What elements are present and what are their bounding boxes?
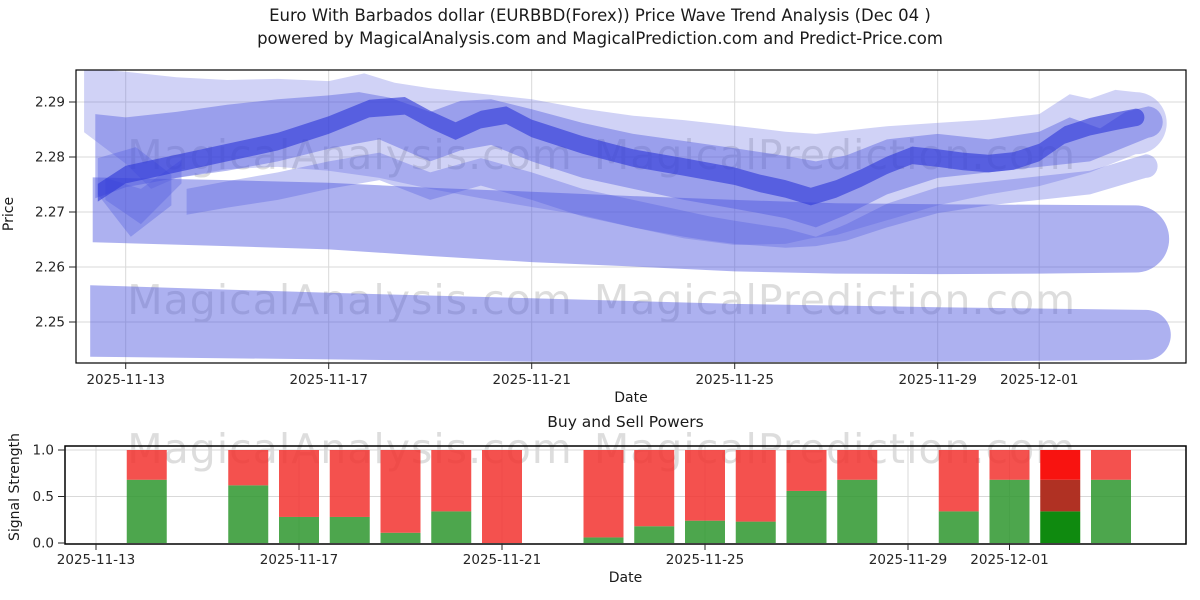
signal-bars: [126, 450, 1131, 543]
sell-power-bar: [634, 450, 675, 527]
sell-power-bar: [228, 450, 269, 486]
price-wave-bands: [84, 70, 1171, 363]
price-x-axis-label: Date: [614, 390, 648, 406]
signal-x-tick-label: 2025-11-17: [260, 552, 338, 568]
sell-power-bar: [380, 450, 421, 533]
highlight-segment: [1040, 479, 1081, 512]
price-band-mid-band: [92, 177, 1170, 275]
watermark-prediction-row2: MagicalPrediction.com: [593, 276, 1077, 324]
buy-power-bar: [279, 516, 319, 543]
signal-y-tick-label: 0.5: [33, 489, 54, 505]
price-x-tick-label: 2025-11-29: [898, 372, 976, 388]
buy-power-bar: [837, 479, 878, 543]
sell-power-bar: [786, 450, 827, 491]
signal-bar-2025-11-17: [279, 450, 319, 543]
signal-ticks: [58, 449, 1010, 550]
signal-x-tick-label: 2025-11-25: [666, 552, 744, 568]
buy-power-bar: [735, 521, 776, 543]
price-band-core-band: [97, 97, 1145, 206]
price-x-tick-label: 2025-11-13: [86, 372, 164, 388]
signal-bar-2025-11-21: [482, 450, 522, 543]
signal-bar-2025-11-20: [431, 450, 472, 543]
signal-bar-2025-11-26: [735, 450, 776, 543]
buy-power-bar: [126, 479, 167, 543]
signal-x-tick-label: 2025-11-21: [463, 552, 541, 568]
price-y-tick-label: 2.27: [35, 205, 65, 221]
signal-bar-2025-11-16: [228, 450, 269, 543]
price-x-tick-label: 2025-11-17: [289, 372, 367, 388]
buy-power-bar: [228, 485, 269, 543]
sell-power-bar: [482, 450, 522, 543]
buy-power-bar: [786, 490, 827, 543]
signal-bar-2025-11-27: [786, 450, 827, 543]
sell-power-bar: [279, 450, 319, 517]
signal-plot-border: [64, 445, 1187, 545]
sell-power-bar: [126, 450, 167, 480]
price-y-tick-label: 2.26: [35, 260, 65, 276]
price-x-tick-label: 2025-11-21: [492, 372, 570, 388]
signal-bar-2025-11-30: [938, 450, 979, 543]
signal-x-axis-label: Date: [608, 570, 643, 586]
signal-x-tick-label: 2025-11-13: [57, 552, 135, 568]
price-x-tick-label: 2025-12-01: [1000, 372, 1078, 388]
highlight-segment: [1040, 511, 1081, 543]
price-x-tick-label: 2025-11-25: [695, 372, 773, 388]
buy-power-bar: [685, 520, 725, 543]
price-y-axis-label: Price: [1, 196, 17, 232]
buy-power-bar: [1091, 479, 1131, 543]
highlight-segment: [1040, 450, 1081, 480]
signal-y-tick-label: 0.0: [33, 536, 54, 552]
sell-power-bar: [431, 450, 472, 512]
price-band-lower-band: [90, 285, 1171, 363]
signal-bar-2025-11-23: [583, 450, 624, 543]
signal-x-tick-label: 2025-12-01: [970, 552, 1048, 568]
sell-power-bar: [1091, 450, 1131, 480]
price-band-inner-band-low: [186, 152, 1158, 248]
sell-power-bar: [837, 450, 878, 480]
signal-bar-2025-11-14: [126, 450, 167, 543]
price-y-tick-label: 2.29: [35, 95, 65, 111]
buy-power-bar: [938, 511, 979, 543]
buy-power-bar: [989, 479, 1030, 543]
buy-power-bar: [583, 537, 624, 543]
signal-bar-2025-12-03: [1091, 450, 1131, 543]
signal-bar-2025-11-28: [837, 450, 878, 543]
price-y-tick-label: 2.28: [35, 150, 65, 166]
buy-power-bar: [380, 532, 421, 543]
chart-title-line1: Euro With Barbados dollar (EURBBD(Forex)…: [269, 6, 931, 25]
buy-power-bar: [329, 516, 370, 543]
signal-chart-title: Buy and Sell Powers: [547, 413, 704, 431]
signal-bar-2025-11-24: [634, 450, 675, 543]
buy-power-bar: [634, 526, 675, 543]
sell-power-bar: [685, 450, 725, 521]
signal-y-axis-label: Signal Strength: [7, 432, 23, 541]
buy-power-bar: [431, 511, 472, 543]
sell-power-bar: [735, 450, 776, 522]
signal-bar-2025-12-01: [989, 450, 1030, 543]
signal-tick-labels: 0.0 0.5 1.0 2025-11-13 2025-11-17 2025-11-21 2…: [33, 443, 1049, 569]
chart-title-line2: powered by MagicalAnalysis.com and Magic…: [257, 29, 943, 48]
sell-power-bar: [989, 450, 1030, 480]
sell-power-bar: [938, 450, 979, 512]
price-plot-border: [75, 69, 1187, 364]
price-band-left-wisp-2: [105, 159, 182, 225]
sell-power-bar: [583, 450, 624, 538]
signal-y-tick-label: 1.0: [33, 443, 54, 459]
watermark-analysis-row2: MagicalAnalysis.com: [127, 276, 573, 324]
signal-x-tick-label: 2025-11-29: [869, 552, 947, 568]
price-ticks: [69, 101, 1040, 369]
price-y-tick-label: 2.25: [35, 315, 65, 331]
signal-bar-2025-11-19: [380, 450, 421, 543]
signal-bar-2025-12-02: [1040, 450, 1081, 543]
sell-power-bar: [329, 450, 370, 517]
price-tick-labels: 2.25 2.26 2.27 2.28 2.29 2025-11-13 2025-11-17…: [35, 95, 1078, 389]
signal-bar-2025-11-25: [685, 450, 725, 543]
signal-bar-2025-11-18: [329, 450, 370, 543]
